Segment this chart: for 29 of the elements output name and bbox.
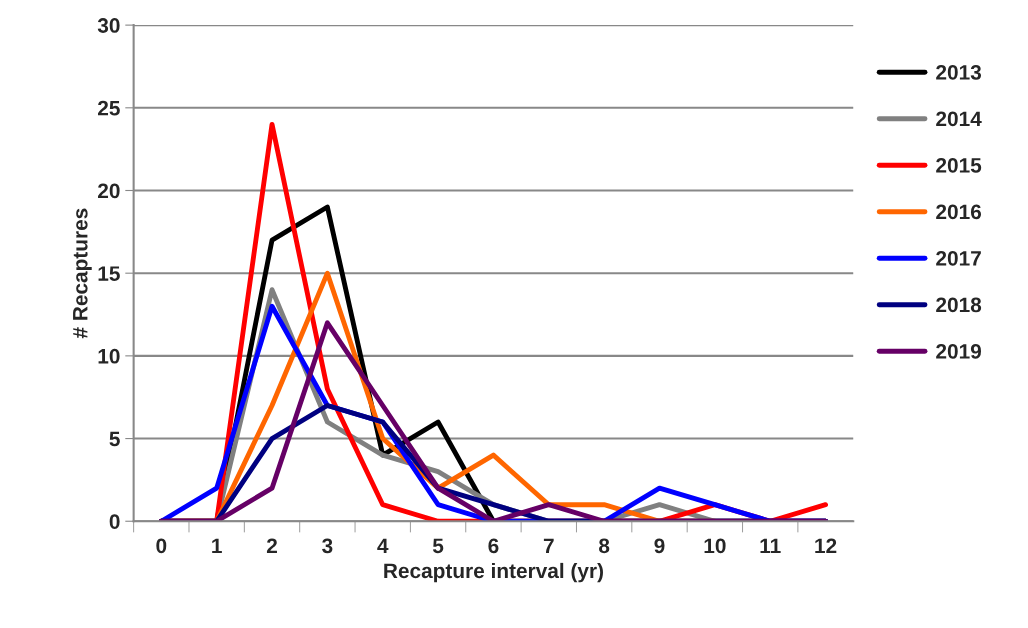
y-tick-label: 5 [109, 431, 120, 447]
x-tick-label: 5 [432, 538, 444, 554]
y-axis-title: # Recaptures [73, 208, 92, 339]
legend-label: 2018 [936, 297, 982, 313]
x-tick-label: 1 [212, 538, 222, 553]
x-tick-label: 6 [488, 538, 499, 554]
legend-label: 2017 [936, 250, 981, 266]
y-tick-label: 15 [98, 266, 120, 281]
x-tick-label: 0 [156, 538, 167, 554]
x-tick-label: 7 [543, 538, 554, 553]
legend-label: 2019 [936, 344, 982, 359]
legend-label: 2015 [936, 157, 982, 173]
x-tick-label: 10 [704, 538, 726, 554]
legend-label: 2013 [936, 64, 982, 80]
x-tick-label: 4 [377, 538, 389, 553]
y-tick-label: 25 [98, 100, 120, 116]
x-tick-label: 12 [815, 538, 837, 553]
x-tick-label: 3 [322, 538, 333, 554]
legend-label: 2016 [936, 204, 982, 220]
y-tick-label: 20 [98, 183, 120, 199]
y-tick-label: 10 [98, 348, 120, 364]
x-tick-label: 9 [654, 538, 665, 554]
legend-label: 2014 [936, 111, 982, 127]
x-tick-label: 2 [266, 538, 277, 553]
y-tick-label: 30 [97, 18, 120, 33]
y-tick-label: 0 [109, 514, 120, 529]
x-tick-label: 11 [760, 538, 781, 553]
x-axis-title: Recapture interval (yr) [384, 562, 603, 583]
x-tick-label: 8 [599, 538, 610, 554]
